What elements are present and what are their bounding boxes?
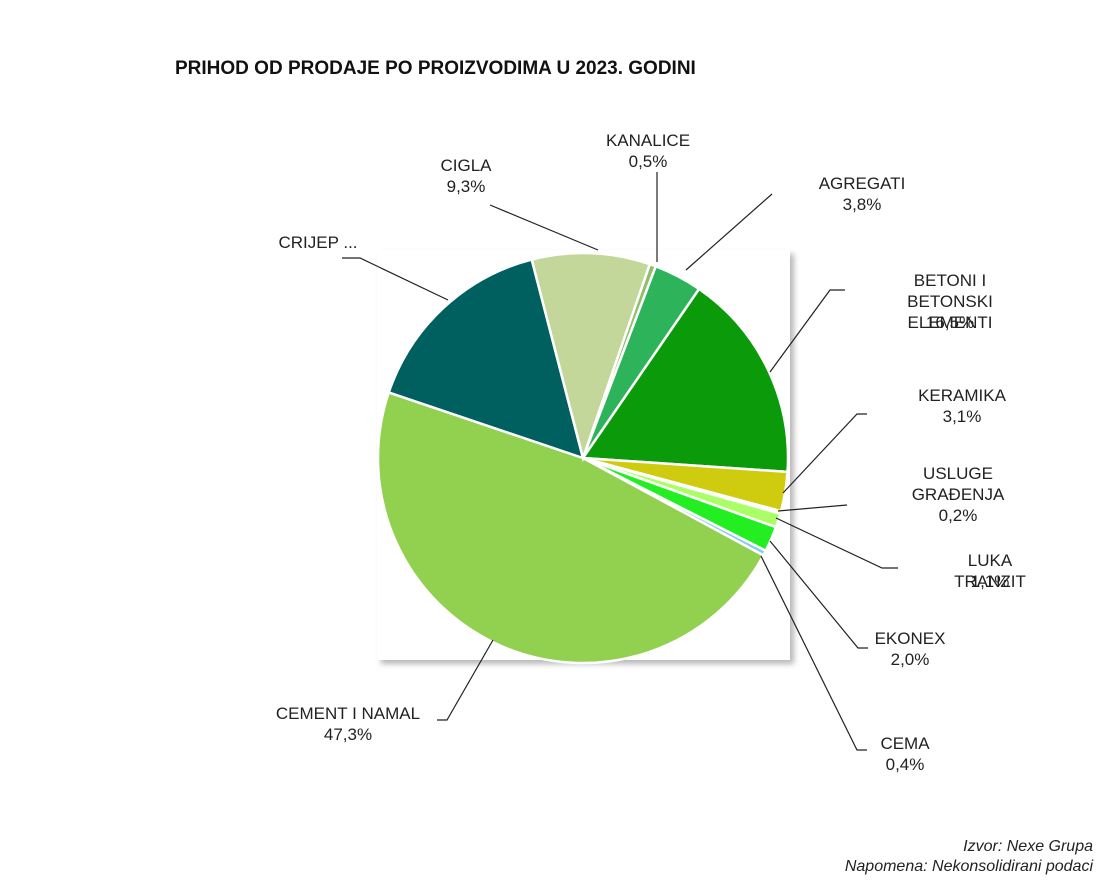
slice-label: USLUGE GRAĐENJA — [911, 464, 1005, 504]
slice-label: CEMA — [880, 734, 930, 753]
slice-label: LUKA TRANZIT — [954, 551, 1026, 591]
source: Izvor: Nexe Grupa — [963, 838, 1093, 855]
slice-value-label: 1,1% — [970, 572, 1010, 591]
pie-slice — [530, 251, 652, 463]
pie-slice — [376, 390, 766, 665]
slice-value-label: 0,5% — [628, 152, 668, 171]
leader-line — [777, 504, 848, 512]
leader-line — [775, 517, 898, 569]
leader-line — [489, 204, 599, 251]
leader-line — [342, 257, 449, 301]
leader-line — [685, 193, 773, 271]
pie-slice — [580, 287, 790, 474]
slice-label: AGREGATI — [818, 174, 906, 193]
slice-value-label: 3,8% — [842, 195, 882, 214]
slice-value-label: 2,0% — [890, 650, 930, 669]
note: Napomena: Nekonsolidirani podaci — [844, 858, 1093, 875]
slice-label: CEMENT I NAMAL — [275, 704, 421, 723]
slice-value-label: 0,4% — [885, 755, 925, 774]
slice-label: EKONEX — [874, 629, 946, 648]
slice-value-label: 3,1% — [942, 407, 982, 426]
pie-slice — [387, 257, 585, 460]
slice-value-label: 16,5% — [925, 313, 975, 332]
leader-line — [760, 555, 867, 751]
slice-label: BETONI I BETONSKI ELEMENTI — [907, 271, 993, 332]
slice-value-label: 9,3% — [446, 177, 486, 196]
slice-label: CIGLA — [440, 156, 492, 175]
leader-line — [769, 540, 868, 649]
leader-line — [782, 413, 867, 494]
chart-title: PRIHOD OD PRODAJE PO PROIZVODIMA U 2023.… — [175, 58, 696, 79]
leader-line — [769, 289, 845, 373]
leader-line — [437, 639, 494, 721]
slice-label: KANALICE — [605, 131, 691, 150]
slice-value-label: 47,3% — [323, 725, 373, 744]
slice-value-label: 0,2% — [938, 506, 978, 525]
slice-label: CRIJEP ... — [278, 233, 358, 252]
slice-label: KERAMIKA — [918, 386, 1006, 405]
